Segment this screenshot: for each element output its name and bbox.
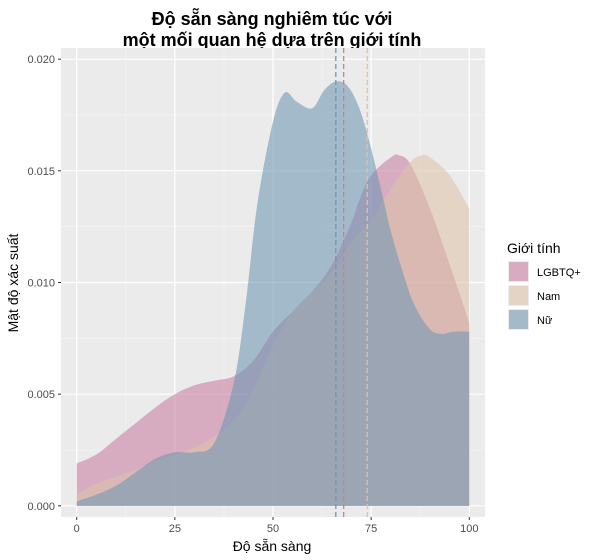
x-tick-label: 25	[169, 523, 181, 535]
legend-label: Nam	[537, 291, 560, 303]
x-tick-label: 0	[74, 523, 80, 535]
density-area-series-2	[76, 81, 470, 506]
legend: Giới tính LGBTQ+ Nam Nữ	[507, 240, 581, 330]
y-tick-label: 0.000	[27, 501, 55, 513]
y-tick-label: 0.020	[27, 54, 55, 66]
x-axis-ticks: 0 25 50 75 100	[74, 517, 478, 535]
density-areas	[76, 81, 470, 506]
legend-swatch	[509, 310, 528, 329]
legend-swatch	[509, 262, 528, 281]
y-tick-label: 0.005	[27, 389, 55, 401]
y-axis-ticks: 0.000 0.005 0.010 0.015 0.020	[27, 54, 61, 513]
mean-lines	[335, 48, 368, 517]
legend-label: Nữ	[537, 315, 553, 327]
y-tick-label: 0.010	[27, 278, 55, 290]
x-tick-label: 100	[460, 523, 478, 535]
y-axis-title: Mật độ xác suất	[5, 233, 21, 332]
legend-label: LGBTQ+	[537, 267, 581, 279]
legend-swatch	[509, 286, 528, 305]
x-tick-label: 75	[365, 523, 377, 535]
legend-title: Giới tính	[507, 240, 561, 256]
chart-title-line-2: một mối quan hệ dựa trên giới tính	[123, 30, 422, 50]
x-axis-title: Độ sẵn sàng	[233, 538, 312, 554]
y-tick-label: 0.015	[27, 166, 55, 178]
chart-title-line-1: Độ sẵn sàng nghiêm túc với	[152, 7, 393, 29]
x-tick-label: 50	[267, 523, 279, 535]
